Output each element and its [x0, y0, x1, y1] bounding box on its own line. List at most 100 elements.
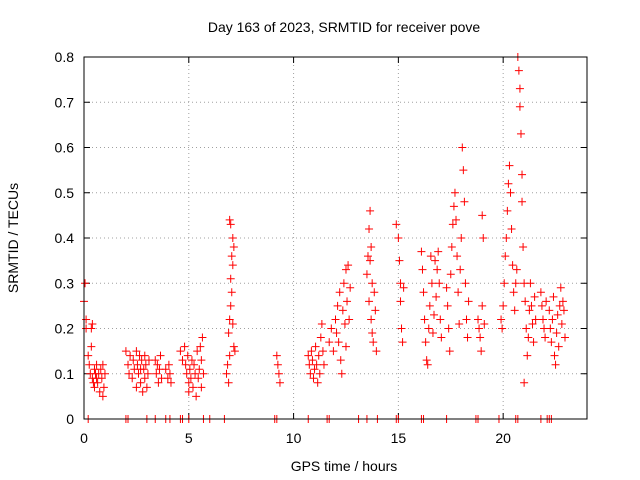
- data-point: [142, 383, 151, 392]
- data-point: [153, 360, 162, 369]
- data-point: [309, 374, 318, 383]
- data-point: [128, 374, 137, 383]
- data-point: [552, 329, 561, 338]
- data-point: [522, 324, 531, 333]
- data-point: [526, 279, 535, 288]
- data-point: [124, 360, 133, 369]
- data-point: [184, 378, 193, 387]
- data-point: [443, 301, 452, 310]
- data-point: [503, 206, 512, 215]
- data-point: [197, 356, 206, 365]
- data-point: [319, 360, 328, 369]
- data-point: [226, 274, 235, 283]
- data-point: [325, 338, 334, 347]
- data-point: [515, 102, 524, 111]
- y-tick-label: 0: [66, 411, 74, 427]
- data-point: [226, 301, 235, 310]
- data-point: [474, 315, 483, 324]
- data-point: [553, 310, 562, 319]
- data-point: [499, 301, 508, 310]
- data-point: [181, 360, 190, 369]
- data-point: [87, 342, 96, 351]
- data-point: [95, 387, 104, 396]
- data-point: [368, 329, 377, 338]
- data-point: [426, 252, 435, 261]
- data-point: [453, 252, 462, 261]
- data-point: [340, 319, 349, 328]
- data-point: [336, 356, 345, 365]
- data-point: [446, 270, 455, 279]
- data-point: [530, 292, 539, 301]
- plot-area-frame: [83, 56, 588, 420]
- data-point: [140, 374, 149, 383]
- data-point: [369, 338, 378, 347]
- data-point: [227, 288, 236, 297]
- data-point: [520, 378, 529, 387]
- data-point: [505, 161, 514, 170]
- data-point: [557, 319, 566, 328]
- data-point: [138, 387, 147, 396]
- data-point: [497, 315, 506, 324]
- data-point: [418, 265, 427, 274]
- data-point: [141, 360, 150, 369]
- data-point: [156, 351, 165, 360]
- data-point: [224, 329, 233, 338]
- data-point: [186, 374, 195, 383]
- data-point: [329, 347, 338, 356]
- data-point: [447, 243, 456, 252]
- data-point: [432, 292, 441, 301]
- data-point: [334, 338, 343, 347]
- data-point: [100, 369, 109, 378]
- data-point: [345, 315, 354, 324]
- data-point: [337, 369, 346, 378]
- data-point: [545, 306, 554, 315]
- data-point: [461, 279, 470, 288]
- data-point: [332, 329, 341, 338]
- data-point: [478, 301, 487, 310]
- x-axis-label: GPS time / hours: [291, 458, 398, 474]
- data-point: [308, 356, 317, 365]
- data-point: [531, 315, 540, 324]
- data-point: [343, 297, 352, 306]
- data-point: [307, 347, 316, 356]
- data-point: [430, 310, 439, 319]
- data-point: [367, 315, 376, 324]
- data-point: [427, 279, 436, 288]
- data-point: [450, 188, 459, 197]
- data-point: [199, 369, 208, 378]
- data-point: [551, 360, 560, 369]
- data-point: [421, 338, 430, 347]
- y-tick-label: 0.4: [55, 230, 75, 246]
- data-point: [126, 351, 135, 360]
- data-point: [84, 351, 93, 360]
- data-point: [87, 324, 96, 333]
- data-point: [449, 202, 458, 211]
- data-point: [541, 333, 550, 342]
- data-point: [518, 197, 527, 206]
- data-point: [327, 324, 336, 333]
- data-point: [527, 301, 536, 310]
- data-point: [459, 166, 468, 175]
- data-point: [273, 360, 282, 369]
- data-point: [229, 243, 238, 252]
- data-point: [366, 206, 375, 215]
- data-point: [456, 265, 465, 274]
- data-point: [509, 288, 518, 297]
- data-point: [556, 283, 565, 292]
- data-point: [164, 360, 173, 369]
- data-point: [525, 306, 534, 315]
- data-point: [311, 342, 320, 351]
- data-point: [502, 234, 511, 242]
- data-point: [366, 256, 375, 265]
- data-point: [448, 220, 457, 229]
- data-point: [370, 288, 379, 297]
- data-point: [176, 347, 185, 356]
- data-point: [508, 261, 517, 270]
- data-point: [510, 306, 519, 315]
- data-point: [506, 188, 515, 197]
- data-point: [341, 265, 350, 274]
- data-point: [500, 279, 509, 288]
- data-point: [185, 365, 194, 374]
- data-point: [455, 319, 464, 328]
